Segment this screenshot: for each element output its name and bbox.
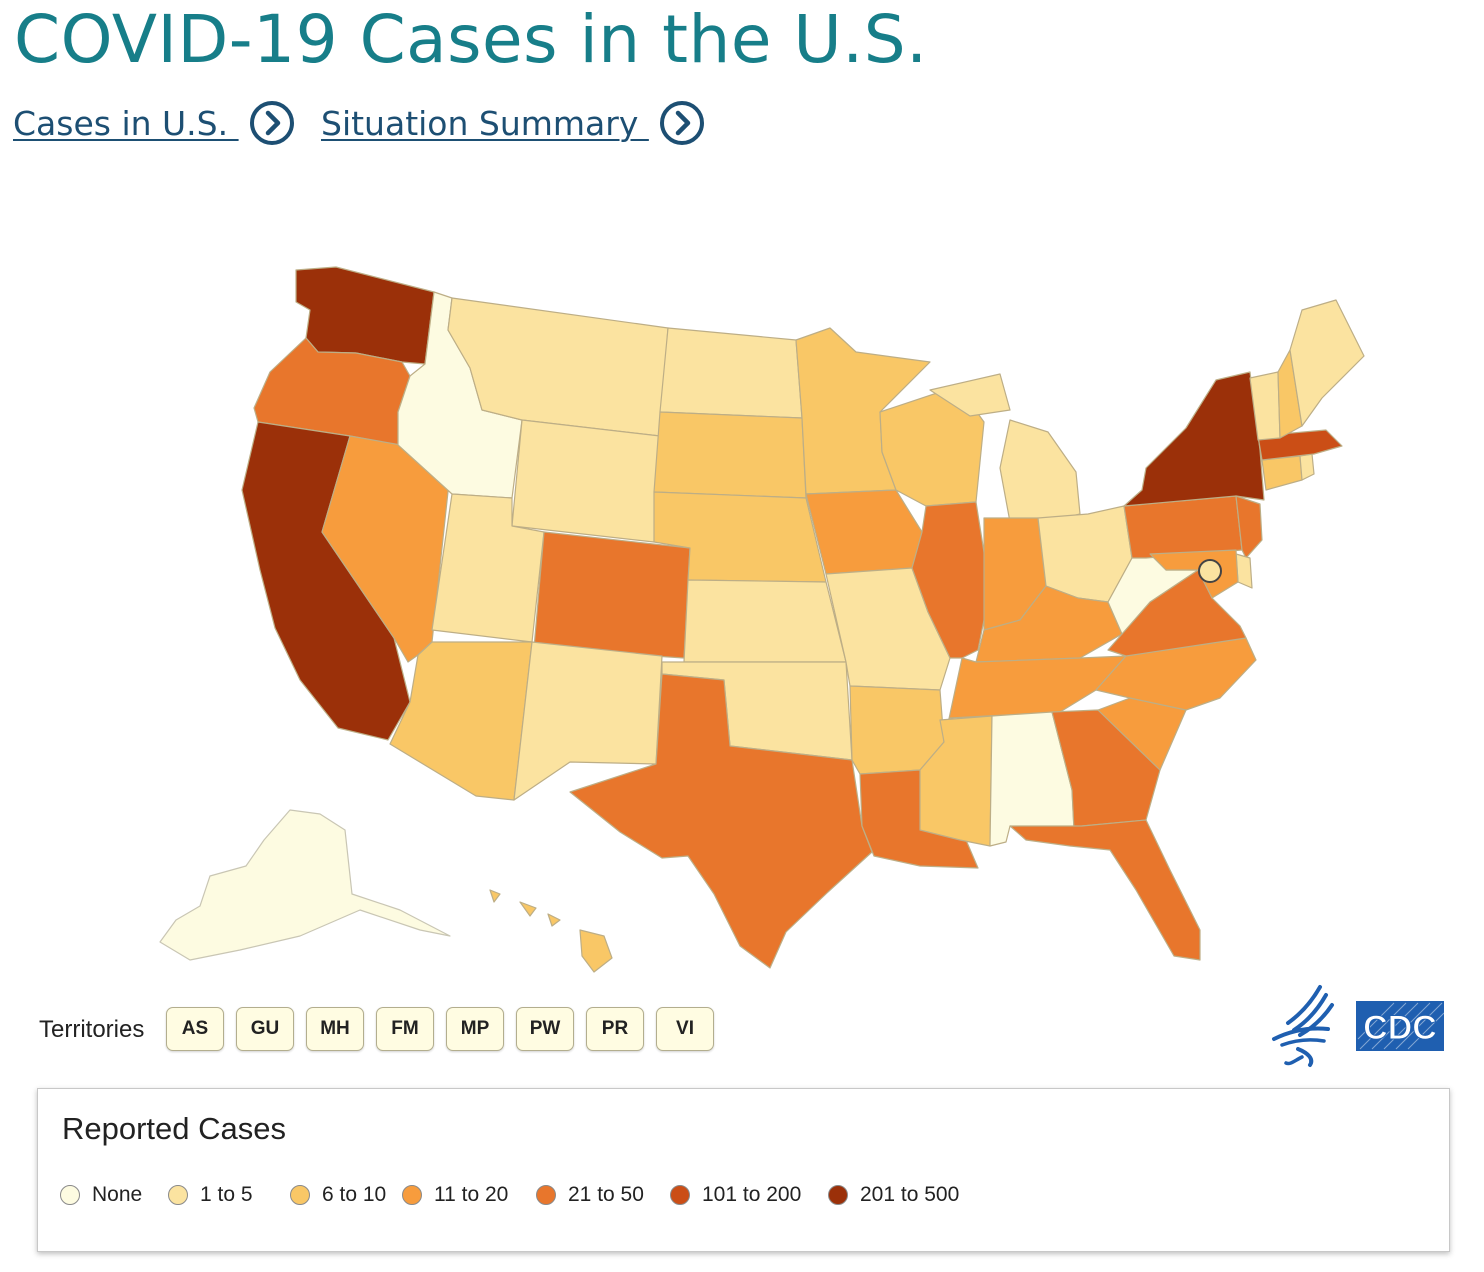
legend-label: 21 to 50	[568, 1183, 644, 1206]
territory-button-pr[interactable]: PR	[586, 1007, 644, 1051]
legend-title: Reported Cases	[62, 1111, 287, 1146]
territory-button-mp[interactable]: MP	[446, 1007, 504, 1051]
state-sd[interactable]	[653, 411, 807, 499]
legend-swatch	[536, 1185, 556, 1205]
state-nj[interactable]	[1235, 495, 1263, 559]
territory-button-pw[interactable]: PW	[516, 1007, 574, 1051]
state-me[interactable]	[1289, 299, 1365, 427]
hhs-eagle-icon	[1272, 985, 1334, 1067]
state-dc-marker[interactable]	[1198, 559, 1222, 583]
legend-item: None	[60, 1181, 142, 1209]
cdc-logo: CDC	[1272, 985, 1445, 1067]
legend-item: 21 to 50	[536, 1181, 644, 1209]
state-wy[interactable]	[511, 419, 661, 543]
situation-summary-link[interactable]: Situation Summary	[321, 100, 705, 146]
state-pa[interactable]	[1123, 495, 1243, 559]
legend-swatch	[828, 1185, 848, 1205]
state-nd[interactable]	[659, 327, 803, 419]
legend-label: 201 to 500	[860, 1183, 960, 1206]
state-de[interactable]	[1235, 553, 1253, 589]
cases-in-us-link[interactable]: Cases in U.S.	[13, 100, 295, 146]
territory-button-vi[interactable]: VI	[656, 1007, 714, 1051]
territory-button-gu[interactable]: GU	[236, 1007, 294, 1051]
legend-label: 11 to 20	[434, 1183, 509, 1206]
state-ri[interactable]	[1299, 453, 1315, 481]
state-co[interactable]	[533, 531, 691, 659]
state-il[interactable]	[911, 501, 991, 659]
legend-swatch	[168, 1185, 188, 1205]
state-az[interactable]	[389, 641, 533, 801]
legend-swatch	[60, 1185, 80, 1205]
territory-button-mh[interactable]: MH	[306, 1007, 364, 1051]
legend-label: 101 to 200	[702, 1183, 802, 1206]
cases-in-us-link-label: Cases in U.S.	[13, 103, 239, 143]
legend-panel: Reported Cases None 1 to 5 6 to 10 11 to 20…	[37, 1088, 1450, 1252]
state-ny[interactable]	[1123, 371, 1265, 507]
legend-item: 101 to 200	[670, 1181, 801, 1209]
legend-item: 11 to 20	[402, 1181, 508, 1209]
legend-swatch	[670, 1185, 690, 1205]
state-hi[interactable]	[489, 889, 613, 973]
territory-button-as[interactable]: AS	[166, 1007, 224, 1051]
state-tx[interactable]	[569, 673, 873, 969]
chevron-right-circle-icon	[659, 101, 704, 145]
state-ct[interactable]	[1261, 455, 1303, 491]
legend-item: 6 to 10	[290, 1181, 386, 1209]
state-nm[interactable]	[513, 641, 663, 801]
territory-button-fm[interactable]: FM	[376, 1007, 434, 1051]
svg-text:CDC: CDC	[1363, 1009, 1437, 1047]
legend-label: 6 to 10	[322, 1183, 387, 1206]
state-ks[interactable]	[683, 579, 847, 663]
us-choropleth-map	[159, 266, 1365, 973]
state-ak[interactable]	[159, 809, 451, 961]
legend-swatch	[290, 1185, 310, 1205]
chevron-right-circle-icon	[249, 101, 294, 145]
legend-item: 1 to 5	[168, 1181, 253, 1209]
legend-item: 201 to 500	[828, 1181, 959, 1209]
territories-label: Territories	[39, 1016, 145, 1043]
situation-summary-link-label: Situation Summary	[321, 103, 649, 143]
legend-swatch	[402, 1185, 422, 1205]
state-wa[interactable]	[295, 266, 435, 365]
page-title: COVID-19 Cases in the U.S.	[14, 1, 928, 78]
legend-label: None	[92, 1183, 143, 1206]
state-fl[interactable]	[1009, 819, 1201, 961]
state-ia[interactable]	[805, 489, 923, 575]
legend-label: 1 to 5	[200, 1183, 253, 1206]
